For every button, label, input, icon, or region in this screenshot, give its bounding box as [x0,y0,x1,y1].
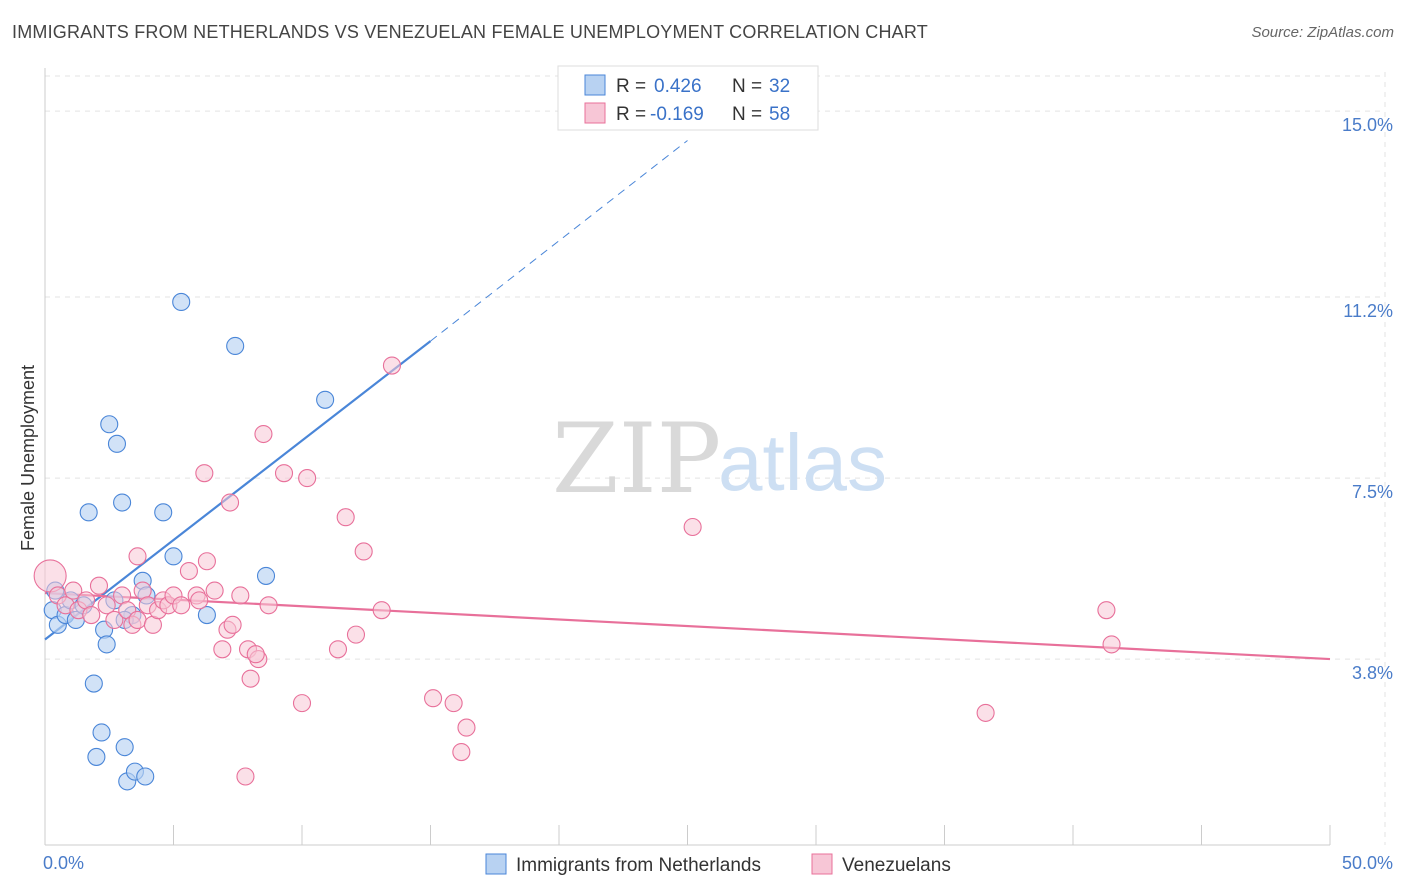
series-0-point-23 [136,767,155,786]
series-0-points [43,292,335,791]
chart-title: IMMIGRANTS FROM NETHERLANDS VS VENEZUELA… [12,22,928,42]
y-tick-label-0: 3.8% [1352,663,1393,683]
bottom-legend-swatch-netherlands [485,853,507,875]
series-1-point-48 [424,689,443,708]
series-1-point-44 [346,625,366,644]
series-1-point-26 [205,581,224,600]
series-0-point-9 [84,674,103,693]
legend-n-value-2: 58 [769,104,790,125]
series-1-point-29 [223,615,242,634]
series-0-point-11 [92,723,111,742]
series-0-point-16 [113,493,132,512]
series-1-point-53 [976,703,995,722]
series-1-point-24 [190,591,209,610]
legend-n-label-1: N = [732,76,762,97]
series-1-point-33 [236,767,255,786]
series-0-point-8 [79,503,98,522]
series-0-point-10 [87,747,106,766]
legend-n-value-1: 32 [769,76,790,97]
series-1-point-51 [457,718,476,737]
watermark-atlas: atlas [718,418,887,507]
tick-labels: 3.8% 7.5% 11.2% 15.0% 0.0% 50.0% [43,115,1393,873]
series-1-point-45 [354,542,373,561]
series-1-point-47 [382,356,402,375]
y-tick-label-3: 15.0% [1342,115,1393,135]
axes [44,68,1331,846]
series-1-point-22 [179,561,198,581]
series-1-point-0 [33,559,67,593]
series-0-point-31 [316,390,335,409]
series-1-point-38 [259,596,278,615]
series-1-point-25 [197,552,216,571]
series-1-point-57 [246,645,265,664]
bottom-legend-venezuelans: Venezuelans [842,855,951,876]
series-1-points [33,356,1121,786]
series-1-point-43 [336,508,355,527]
legend-r-label-2: R = [616,104,646,125]
x-tick-label-0: 0.0% [43,853,84,873]
series-0-point-15 [107,434,127,453]
series-0-point-28 [197,606,216,625]
series-1-point-49 [444,694,463,713]
legend-swatch-venezuelans [584,102,606,124]
series-1-point-50 [452,742,471,762]
bottom-legend: Immigrants from Netherlands Venezuelans [485,853,951,876]
series-0-trend-extension [430,140,688,342]
y-tick-label-2: 11.2% [1343,301,1393,321]
series-1-point-7 [89,576,109,595]
series-1-point-52 [683,517,702,537]
legend-r-label-1: R = [616,76,646,97]
y-tick-label-1: 7.5% [1352,482,1393,502]
series-1-point-37 [254,424,273,444]
series-1-point-9 [105,610,124,629]
watermark-zip: ZIP [552,403,721,515]
series-0-point-26 [172,292,191,311]
series-0-point-12 [100,415,119,434]
legend-r-value-1: 0.426 [654,76,702,97]
bottom-legend-swatch-venezuelans [811,853,833,875]
series-0-point-17 [115,738,134,757]
stats-legend: R = 0.426 N = 32 R = -0.169 N = 58 [557,65,819,131]
data-points [33,292,1121,791]
series-1-point-40 [292,694,312,713]
legend-swatch-netherlands [584,74,606,96]
source-label: Source: ZipAtlas.com [1251,24,1394,41]
series-1-point-6 [82,606,101,625]
series-1-point-13 [128,610,147,629]
legend-r-value-2: -0.169 [650,104,704,125]
legend-n-label-2: N = [732,104,762,125]
series-1-point-3 [64,581,83,600]
series-0-point-27 [164,547,183,566]
series-1-point-39 [274,464,294,483]
series-0-point-25 [154,503,173,522]
series-1-point-31 [220,493,240,512]
series-1-point-32 [231,586,250,605]
watermark: ZIP atlas [552,403,887,515]
series-1-point-46 [372,601,391,620]
series-0-point-30 [256,566,276,585]
series-0-point-29 [226,336,245,356]
series-1-point-8 [97,596,116,615]
trend-lines [44,140,1331,661]
series-1-point-30 [195,464,214,483]
x-tick-label-1: 50.0% [1342,853,1393,873]
series-1-point-41 [298,469,317,488]
series-1-point-35 [241,669,260,688]
series-1-point-55 [1102,635,1121,654]
series-1-point-42 [328,640,348,659]
series-0-trend-line [44,340,432,641]
series-0-point-14 [97,635,116,654]
bottom-legend-netherlands: Immigrants from Netherlands [516,855,761,876]
series-1-point-27 [213,640,232,659]
y-axis-label: Female Unemployment [18,365,38,551]
series-1-point-21 [172,596,191,615]
series-1-point-54 [1097,601,1116,620]
series-1-point-56 [128,547,147,566]
